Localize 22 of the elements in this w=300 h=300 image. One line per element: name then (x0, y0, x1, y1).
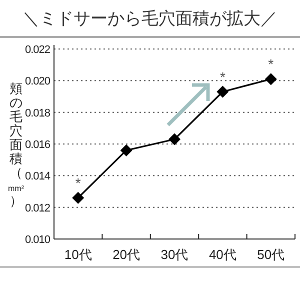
y-tick-label: 0.010 (24, 234, 50, 246)
point (264, 73, 277, 86)
chart-title: ＼ミドサーから毛穴面積が拡大／ (22, 9, 278, 28)
y-tick-label: 0.018 (24, 107, 50, 120)
y-tick-label: 0.012 (24, 202, 50, 214)
y-tick-label: 0.022 (24, 44, 50, 56)
annotation: * (268, 56, 274, 72)
y-tick-label: 0.020 (24, 76, 50, 88)
annotation: * (75, 174, 82, 191)
y-tick-label: 0.014 (24, 170, 50, 183)
x-tick-label: 50代 (257, 247, 285, 262)
point (72, 192, 84, 204)
annotation: * (220, 68, 226, 85)
text: 頬の毛穴面積（mm²） (8, 81, 24, 208)
y-tick-label: 0.016 (24, 139, 50, 151)
x-tick-label: 20代 (112, 247, 140, 262)
x-tick-label: 30代 (160, 247, 188, 262)
x-tick-label: 10代 (64, 247, 92, 262)
point (120, 144, 132, 156)
point (168, 133, 180, 146)
point (216, 86, 229, 98)
x-tick-label: 40代 (208, 247, 236, 262)
